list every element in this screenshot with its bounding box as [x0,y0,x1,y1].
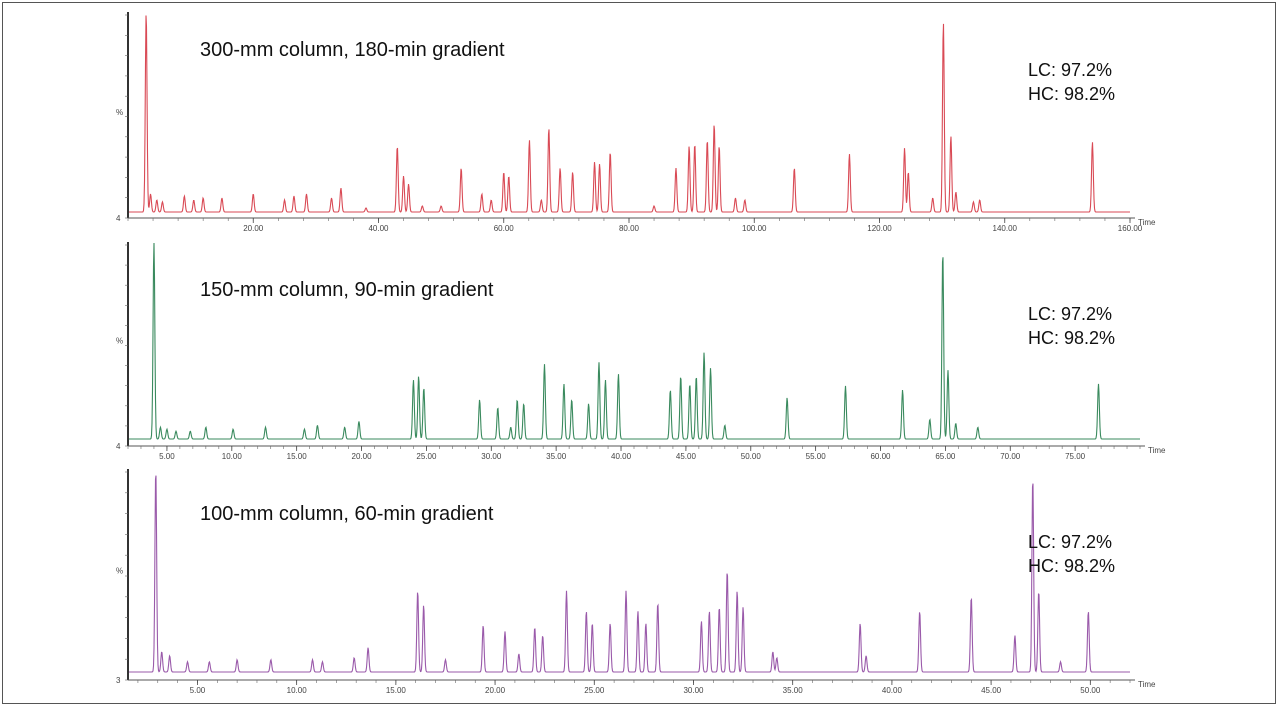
x-tick-label: 75.00 [1065,452,1086,461]
stat-label: HC: 98.2% [1028,556,1115,576]
chromatogram-panel-3: %35.00 10.00 15.00 20.00 25.00 30.00 35.00 40.0… [116,469,1156,695]
x-tick-label: 65.00 [935,452,956,461]
x-tick-label: 40.00 [611,452,632,461]
x-tick-label: 25.00 [584,686,605,695]
x-tick-label: 30.00 [683,686,704,695]
x-tick-label: 25.00 [416,452,437,461]
x-tick-label: 20.00 [485,686,506,695]
x-axis-label: Time [1138,680,1156,689]
panel-title: 150-mm column, 90-min gradient [200,279,494,301]
x-axis-label: Time [1138,218,1156,227]
y-axis-label: % [116,108,123,117]
x-tick-label: 50.00 [741,452,762,461]
x-tick-label: 45.00 [981,686,1002,695]
stat-label: LC: 97.2% [1028,532,1112,552]
stat-label: HC: 98.2% [1028,84,1115,104]
panel-title: 100-mm column, 60-min gradient [200,503,494,525]
x-tick-label: 30.00 [481,452,502,461]
y-axis-label: % [116,337,123,346]
x-tick-label: 5.00 [159,452,175,461]
chromatogram-panel-2: %45.00 10.00 15.00 20.00 25.00 30.00 35.00 40.0… [116,242,1166,461]
x-tick-label: 45.00 [676,452,697,461]
x-tick-label: 140.00 [993,224,1018,233]
stat-label: LC: 97.2% [1028,60,1112,80]
x-tick-label: 60.00 [870,452,891,461]
x-tick-label: 40.00 [368,224,389,233]
x-tick-label: 60.00 [494,224,515,233]
x-tick-label: 40.00 [882,686,903,695]
x-tick-label: 20.00 [243,224,264,233]
x-tick-label: 70.00 [1000,452,1021,461]
x-tick-label: 50.00 [1080,686,1101,695]
x-axis-label: Time [1148,446,1166,455]
chromatogram-trace [129,15,1130,213]
stat-label: HC: 98.2% [1028,328,1115,348]
x-tick-label: 15.00 [287,452,308,461]
x-tick-label: 10.00 [287,686,308,695]
x-tick-label: 20.00 [352,452,373,461]
x-tick-label: 35.00 [546,452,567,461]
chromatogram-trace [129,475,1130,673]
chromatogram-trace [129,242,1140,440]
x-tick-label: 10.00 [222,452,243,461]
x-tick-label: 35.00 [783,686,804,695]
x-tick-label: 55.00 [806,452,827,461]
x-tick-label: 80.00 [619,224,640,233]
x-tick-label: 100.00 [742,224,767,233]
y-axis-label: % [116,567,123,576]
panel-title: 300-mm column, 180-min gradient [200,39,505,61]
x-tick-label: 120.00 [867,224,892,233]
chromatogram-panel-1: % 4 20.00 40.00 60.00 80.00 100.00 120.00 140.00… [116,12,1156,233]
y-min-label: 4 [116,214,121,223]
stat-label: LC: 97.2% [1028,304,1112,324]
x-tick-label: 160.00 [1118,224,1143,233]
x-tick-label: 5.00 [190,686,206,695]
y-min-label: 4 [116,442,121,451]
x-tick-label: 15.00 [386,686,407,695]
y-min-label: 3 [116,676,121,685]
